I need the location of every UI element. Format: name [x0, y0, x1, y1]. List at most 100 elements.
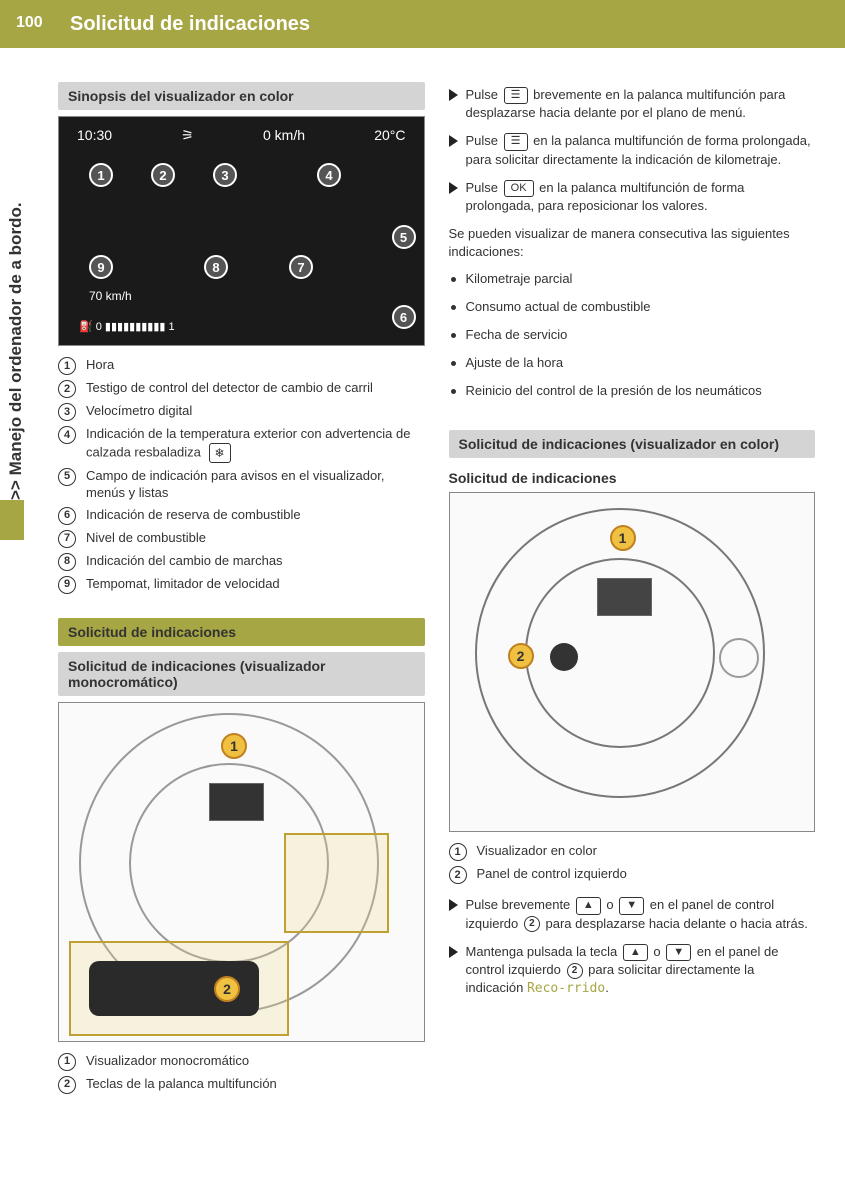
inline-circ-2b: 2 [567, 963, 583, 979]
inline-circ-2a: 2 [524, 916, 540, 932]
triangle-icon [449, 135, 458, 147]
dot-item: Kilometraje parcial [449, 270, 816, 288]
page-header: Solicitud de indicaciones [0, 0, 845, 48]
legend-item: 2 Teclas de la palanca multifunción [58, 1075, 425, 1094]
bullet-item: Pulse OK en la palanca multifunción de f… [449, 179, 816, 215]
display-time: 10:30 [77, 127, 112, 144]
header-title: Solicitud de indicaciones [70, 13, 310, 36]
legend-item: 1 Visualizador en color [449, 842, 816, 861]
key-icon: ☰ [504, 133, 528, 150]
dot-icon [451, 305, 456, 310]
dot-list: Kilometraje parcial Consumo actual de com… [449, 270, 816, 401]
legend-item: 9 Tempomat, limitador de velocidad [58, 575, 425, 594]
legend-text: Testigo de control del detector de cambi… [86, 379, 373, 397]
legend-item: 1 Visualizador monocromático [58, 1052, 425, 1071]
wheel-color-image: 1 2 [449, 492, 816, 832]
circ-num: 2 [58, 1076, 76, 1094]
callout-8: 8 [204, 255, 228, 279]
legend-text: Visualizador monocromático [86, 1052, 249, 1070]
legend-text: Hora [86, 356, 114, 374]
display-speed: 0 km/h [263, 127, 305, 144]
circ-num: 7 [58, 530, 76, 548]
dot-item: Fecha de servicio [449, 326, 816, 344]
legend-item: 5 Campo de indicación para avisos en el v… [58, 467, 425, 502]
color-display-image: 10:30 ⚞ 0 km/h 20°C 1 2 3 4 5 9 8 7 6 70… [58, 116, 425, 346]
section-solicitud: Solicitud de indicaciones [58, 618, 425, 646]
dot-icon [451, 277, 456, 282]
legend-text: Velocímetro digital [86, 402, 192, 420]
para-consecutive: Se pueden visualizar de manera consecuti… [449, 225, 816, 261]
section-sinopsis: Sinopsis del visualizador en color [58, 82, 425, 110]
triangle-icon [449, 946, 458, 958]
circ-num: 1 [449, 843, 467, 861]
triangle-icon [449, 89, 458, 101]
wheel-mono-image: 1 2 [58, 702, 425, 1042]
bullet-item: Pulse ☰ brevemente en la palanca multifu… [449, 86, 816, 122]
legend-item: 2 Testigo de control del detector de camb… [58, 379, 425, 398]
down-key: ▼ [619, 897, 644, 914]
snow-icon: ❄ [209, 443, 231, 463]
section-mono: Solicitud de indicaciones (visualizador … [58, 652, 425, 696]
wheel-callout-1: 1 [221, 733, 247, 759]
side-label: >> Manejo del ordenador de a bordo. [6, 60, 42, 500]
dot-icon [451, 333, 456, 338]
legend-text: Visualizador en color [477, 842, 597, 860]
left-column: Sinopsis del visualizador en color 10:30… [58, 82, 425, 1098]
wheel-callout-2: 2 [214, 976, 240, 1002]
sub-solicitud: Solicitud de indicaciones [449, 470, 816, 486]
legend-item: 7 Nivel de combustible [58, 529, 425, 548]
bullet-item: Pulse ☰ en la palanca multifunción de fo… [449, 132, 816, 168]
legend-text: Indicación de reserva de combustible [86, 506, 301, 524]
circ-num: 9 [58, 576, 76, 594]
callout-2: 2 [151, 163, 175, 187]
legend-text: Campo de indicación para avisos en el vi… [86, 467, 425, 502]
legend-text: Panel de control izquierdo [477, 865, 627, 883]
right-column: Pulse ☰ brevemente en la palanca multifu… [449, 82, 816, 1098]
callout-1: 1 [89, 163, 113, 187]
circ-num: 5 [58, 468, 76, 486]
bullet-nav-short: Pulse brevemente ▲ o ▼ en el panel de co… [449, 896, 816, 932]
legend-item: 8Indicación del cambio de marchas [58, 552, 425, 571]
legend-item: 3 Velocímetro digital [58, 402, 425, 421]
circ-num: 8 [58, 553, 76, 571]
key-icon: OK [504, 180, 534, 197]
callout-9: 9 [89, 255, 113, 279]
legend-text: Nivel de combustible [86, 529, 206, 547]
legend-text: Teclas de la palanca multifunción [86, 1075, 277, 1093]
triangle-icon [449, 899, 458, 911]
legend-3: 1 Visualizador en color 2 Panel de control … [449, 842, 816, 884]
down-key2: ▼ [666, 944, 691, 961]
dot-item: Reinicio del control de la presión de lo… [449, 382, 816, 400]
legend-text: Tempomat, limitador de velocidad [86, 575, 280, 593]
circ-num: 1 [58, 1053, 76, 1071]
dot-item: Ajuste de la hora [449, 354, 816, 372]
legend-item: 6Indicación de reserva de combustible [58, 506, 425, 525]
circ-num: 2 [58, 380, 76, 398]
control-button [550, 643, 578, 671]
key-icon: ☰ [504, 87, 528, 104]
wheel2-callout-1: 1 [610, 525, 636, 551]
dot-text: Reinicio del control de la presión de lo… [466, 382, 762, 400]
dot-text: Ajuste de la hora [466, 354, 564, 372]
up-key2: ▲ [623, 944, 648, 961]
side-tab: >> Manejo del ordenador de a bordo. [0, 60, 48, 540]
circ-num: 1 [58, 357, 76, 375]
fuel-icon: ⛽ 0 ▮▮▮▮▮▮▮▮▮▮ 1 [79, 320, 175, 333]
display-cruise: 70 km/h [89, 289, 132, 303]
dot-item: Consumo actual de combustible [449, 298, 816, 316]
callout-5: 5 [392, 225, 416, 249]
legend-1: 1 Hora 2 Testigo de control del detector de… [58, 356, 425, 594]
dot-text: Fecha de servicio [466, 326, 568, 344]
display-lane-icon: ⚞ [181, 127, 194, 144]
dot-icon [451, 389, 456, 394]
circ-num: 3 [58, 403, 76, 421]
legend-item: 1 Hora [58, 356, 425, 375]
legend-item: 2 Panel de control izquierdo [449, 865, 816, 884]
circ-num: 4 [58, 426, 76, 444]
section-color: Solicitud de indicaciones (visualizador … [449, 430, 816, 458]
circ-num: 2 [449, 866, 467, 884]
wheel2-callout-2: 2 [508, 643, 534, 669]
dot-icon [451, 361, 456, 366]
legend-item: 4Indicación de la temperatura exterior c… [58, 425, 425, 463]
callout-7: 7 [289, 255, 313, 279]
